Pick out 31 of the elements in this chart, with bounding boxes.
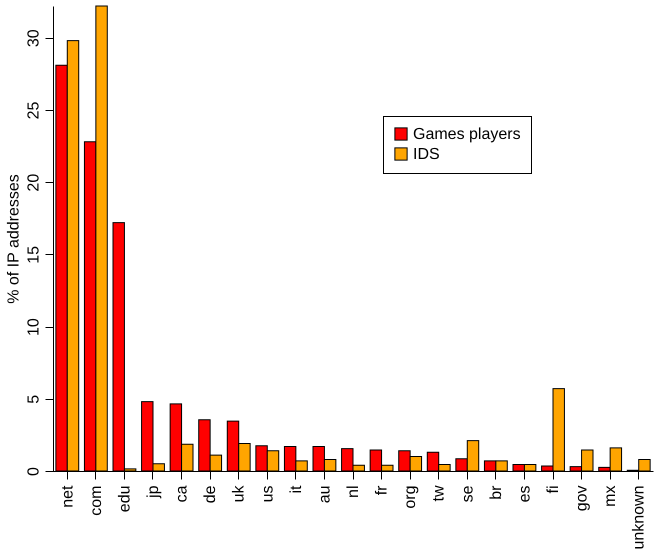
x-tick-label: uk (230, 484, 248, 502)
x-tick-label: fr (374, 484, 391, 496)
x-tick-label: nl (345, 486, 362, 498)
x-tick-label: us (259, 486, 276, 502)
y-tick-label: 10 (26, 318, 42, 336)
x-tick-label: fi (545, 486, 562, 494)
x-tick-label: tw (430, 485, 448, 502)
y-tick-label: 15 (26, 246, 42, 264)
x-tick-label: mx (602, 486, 620, 507)
x-tick-label: de (202, 485, 220, 504)
y-axis-title: % of IP addresses (6, 174, 22, 304)
x-tick-label: org (402, 486, 420, 509)
x-tick-label: ca (174, 485, 191, 502)
y-tick-label: 20 (26, 174, 42, 192)
legend-label: Games players (413, 126, 521, 143)
x-tick-label: edu (116, 486, 134, 512)
x-tick-label: unknown (630, 486, 648, 550)
legend-label: IDS (413, 146, 440, 163)
x-tick-label: br (488, 484, 505, 500)
y-tick-label: 25 (26, 101, 42, 120)
y-tick-label: 5 (26, 394, 42, 404)
x-tick-label: it (288, 484, 305, 494)
y-tick-label: 30 (26, 29, 42, 48)
x-tick-label: se (459, 485, 476, 502)
x-tick-label: net (59, 484, 76, 508)
x-tick-label: es (516, 486, 534, 502)
x-tick-label: jp (145, 485, 162, 499)
x-tick-label: au (316, 486, 334, 504)
x-tick-label: com (88, 486, 105, 516)
y-tick-label: 0 (26, 466, 42, 476)
x-tick-label: gov (574, 486, 591, 512)
